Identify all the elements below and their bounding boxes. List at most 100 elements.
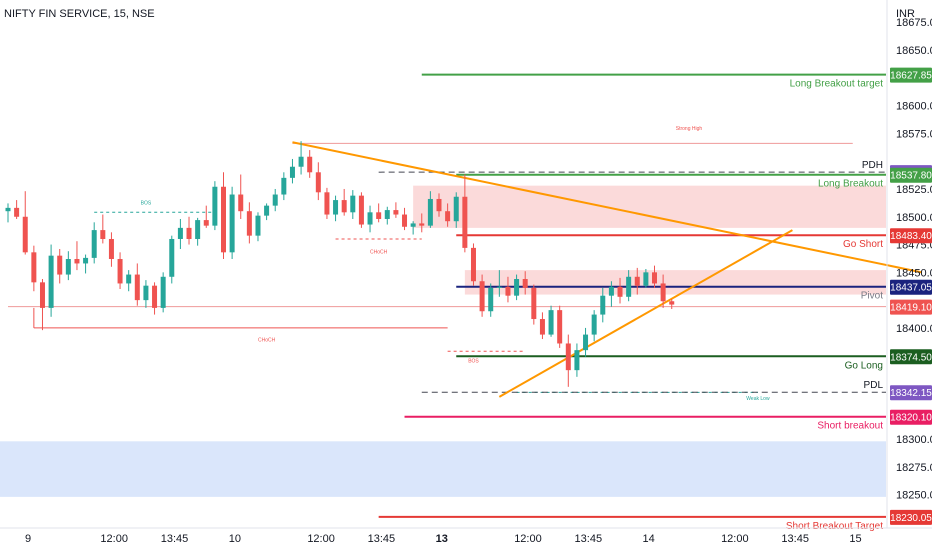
candle — [565, 334, 571, 387]
annotation-5: Weak Low — [746, 396, 770, 402]
y-tick-label: 18650.00 — [896, 45, 932, 57]
candle-body — [496, 286, 502, 288]
candle — [272, 188, 278, 212]
price-badge-text: 18342.15 — [890, 388, 932, 399]
candle-body — [557, 310, 563, 344]
price-badge-text: 18419.10 — [890, 303, 932, 314]
level-label-8: Short breakout — [817, 421, 883, 432]
candle-body — [22, 216, 28, 253]
candle — [143, 280, 149, 308]
candle — [203, 205, 209, 228]
level-label-3: Go Short — [843, 239, 883, 250]
price-axis[interactable]: 18675.00 18650.00 18600.00 18575.00 18525.00… — [896, 17, 932, 501]
candle — [574, 343, 580, 377]
candle-body — [246, 211, 252, 236]
x-tick-label: 13:45 — [781, 533, 809, 545]
price-badge-text: 18483.40 — [890, 231, 932, 242]
candle — [600, 287, 606, 323]
y-tick-label: 18400.00 — [896, 323, 932, 335]
candle — [298, 141, 304, 175]
candle-body — [281, 177, 287, 195]
candle — [393, 202, 399, 218]
x-tick-label: 12:00 — [514, 533, 542, 545]
candle — [264, 203, 270, 221]
candle — [376, 203, 382, 223]
price-badge-box — [890, 67, 932, 83]
candle-body — [505, 286, 511, 296]
price-badge-box — [890, 279, 932, 295]
candle — [315, 162, 321, 201]
price-badge: 18342.15 — [890, 385, 932, 401]
level-label-7: PDL — [864, 380, 884, 391]
candle — [229, 186, 235, 259]
candle — [350, 190, 356, 219]
candle-body — [470, 247, 476, 282]
candle — [65, 251, 71, 281]
candle — [57, 248, 63, 284]
y-tick-label: 18300.00 — [896, 434, 932, 446]
y-tick-label: 18250.00 — [896, 490, 932, 502]
annotation-2: CHoCH — [258, 337, 276, 343]
chart-title: NIFTY FIN SERVICE, 15, NSE — [4, 8, 155, 20]
structure-layer — [33, 142, 853, 393]
candle-body — [307, 156, 313, 173]
candle — [591, 310, 597, 342]
y-tick-label: 18575.00 — [896, 128, 932, 140]
candle-body — [436, 198, 442, 212]
currency-label: INR — [896, 8, 915, 20]
candle — [634, 267, 640, 295]
annotation-4: BOS — [468, 358, 479, 364]
candle-body — [229, 194, 235, 253]
levels-layer: Long Breakout target PDH Long Breakout Go S… — [8, 73, 886, 532]
price-badge-box — [890, 299, 932, 315]
candle — [496, 270, 502, 297]
candle-body — [522, 279, 528, 288]
candle-body — [57, 255, 63, 275]
candle-body — [315, 172, 321, 193]
x-tick-label: 12:00 — [721, 533, 749, 545]
x-tick-label: 13 — [436, 533, 448, 545]
candle — [445, 203, 451, 227]
annotation-1: BOS — [141, 201, 152, 207]
candle — [488, 283, 494, 317]
candle-body — [143, 285, 149, 301]
trendline-0 — [292, 141, 922, 274]
candle — [367, 205, 373, 233]
candle-body — [65, 258, 71, 275]
price-badge-text: 18437.05 — [890, 283, 932, 294]
candle — [522, 271, 528, 295]
y-tick-label: 18675.00 — [896, 17, 932, 29]
x-tick-label: 10 — [229, 533, 241, 545]
price-badge-text: 18374.50 — [890, 352, 932, 363]
candle — [583, 327, 589, 357]
price-badge-text: 18230.05 — [890, 513, 932, 524]
candle-body — [341, 200, 347, 213]
x-tick-label: 13:45 — [575, 533, 603, 545]
annotation-0: Strong High — [676, 126, 703, 132]
candle-body — [479, 281, 485, 312]
candle-body — [39, 282, 45, 308]
trendlines-layer — [292, 141, 922, 398]
candle-body — [445, 211, 451, 222]
y-tick-label: 18525.00 — [896, 184, 932, 196]
candle — [505, 276, 511, 303]
candle-body — [626, 276, 632, 297]
time-axis[interactable]: 9 12:00 13:45 10 12:00 13:45 13 12:00 13:45 14 12:… — [25, 533, 862, 545]
candle-body — [358, 195, 364, 225]
annotation-3: CHoCH — [370, 249, 388, 255]
candle-body — [333, 200, 339, 215]
candle-body — [177, 227, 183, 239]
price-badge: 18437.05 — [890, 279, 932, 295]
price-badge: 18483.40 — [890, 228, 932, 244]
x-tick-label: 13:45 — [368, 533, 396, 545]
candle-body — [669, 301, 675, 305]
candle — [341, 188, 347, 216]
candle-body — [298, 156, 304, 167]
candle-body — [238, 194, 244, 212]
annotations-layer: Strong High BOS CHoCH CHoCH BOS Weak Low — [141, 126, 770, 402]
candle-body — [134, 274, 140, 301]
candle-body — [634, 276, 640, 286]
candle — [117, 252, 123, 290]
price-badge: 18374.50 — [890, 349, 932, 365]
